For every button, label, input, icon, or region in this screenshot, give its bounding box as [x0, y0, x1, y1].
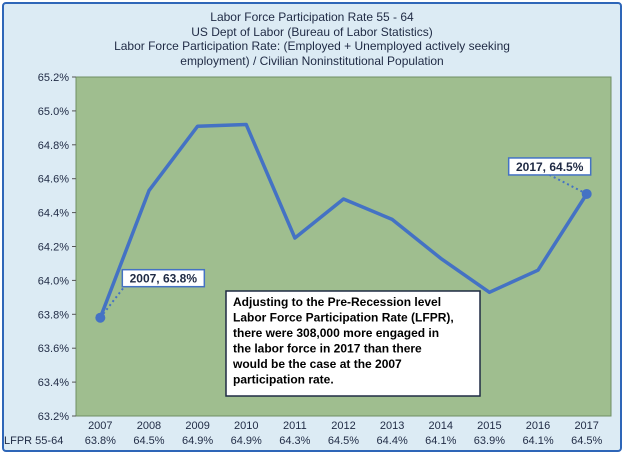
note-textbox-line: there were 308,000 more engaged in	[233, 326, 439, 340]
table-cell: 64.9%	[182, 435, 213, 447]
y-tick-label: 64.2%	[38, 242, 69, 254]
x-tick-label: 2010	[234, 420, 258, 432]
table-cell: 64.3%	[279, 435, 310, 447]
table-cell: 64.1%	[522, 435, 553, 447]
x-tick-label: 2009	[185, 420, 209, 432]
table-cell: 64.9%	[231, 435, 262, 447]
annotation-label: 2017, 64.5%	[516, 160, 584, 174]
x-tick-label: 2016	[526, 420, 550, 432]
annotation-leader-line	[99, 286, 126, 319]
x-tick-label: 2011	[283, 420, 307, 432]
y-tick-label: 65.2%	[38, 72, 69, 84]
y-tick-label: 63.4%	[38, 377, 69, 389]
y-tick-label: 65.0%	[38, 106, 69, 118]
chart-title: Labor Force Participation Rate 55 - 64 U…	[4, 10, 620, 68]
table-cell: 64.4%	[377, 435, 408, 447]
y-tick-label: 63.6%	[38, 343, 69, 355]
x-tick-label: 2007	[88, 420, 112, 432]
title-line-4: employment) / Civilian Noninstitutional …	[180, 53, 444, 68]
y-tick-label: 64.8%	[38, 140, 69, 152]
y-tick-label: 63.8%	[38, 309, 69, 321]
data-table-row: LFPR 55-64 63.8% 64.5% 64.9% 64.9% 64.3% 64.5%…	[4, 435, 602, 447]
x-tick-label: 2017	[574, 420, 598, 432]
table-cell: 63.8%	[85, 435, 116, 447]
note-textbox-line: participation rate.	[233, 373, 334, 387]
title-line-2: US Dept of Labor (Bureau of Labor Statis…	[191, 24, 433, 39]
x-tick-label: 2015	[477, 420, 501, 432]
note-textbox-line: would be the case at the 2007	[232, 357, 402, 371]
table-cell: 64.5%	[571, 435, 602, 447]
x-tick-label: 2014	[429, 420, 453, 432]
y-tick-label: 64.0%	[38, 275, 69, 287]
table-cell: 64.5%	[133, 435, 164, 447]
note-textbox-line: the labor force in 2017 than there	[233, 342, 422, 356]
x-tick-label: 2012	[331, 420, 355, 432]
annotation-label: 2007, 63.8%	[130, 272, 198, 286]
note-textbox-line: Labor Force Participation Rate (LFPR),	[233, 311, 454, 325]
note-textbox-line: Adjusting to the Pre-Recession level	[233, 295, 441, 309]
x-tick-label: 2008	[137, 420, 161, 432]
y-tick-label: 63.2%	[38, 411, 69, 423]
note-textbox-frame	[225, 290, 481, 397]
annotation-leader-line	[549, 174, 588, 195]
note-textbox: Adjusting to the Pre-Recession level Labo…	[225, 290, 481, 397]
annotation-box	[507, 157, 592, 176]
x-axis: 2007 2008 2009 2010 2011 2012 2013 2014 2015 2016…	[88, 420, 599, 432]
annotations: 2007, 63.8% 2017, 64.5%	[99, 157, 592, 319]
table-cell: 64.5%	[328, 435, 359, 447]
table-cell: 63.9%	[474, 435, 505, 447]
title-line-1: Labor Force Participation Rate 55 - 64	[210, 10, 414, 24]
table-cell: 64.1%	[425, 435, 456, 447]
y-axis: 63.2% 63.4% 63.6% 63.8% 64.0% 64.2% 64.4% 64.6%…	[38, 72, 76, 423]
table-series-name: LFPR 55-64	[4, 435, 63, 447]
title-line-3: Labor Force Participation Rate: (Employe…	[114, 39, 510, 53]
y-tick-label: 64.4%	[38, 208, 69, 220]
x-tick-label: 2013	[380, 420, 404, 432]
y-tick-label: 64.6%	[38, 174, 69, 186]
series-line	[98, 122, 589, 319]
annotation-box	[121, 268, 206, 288]
